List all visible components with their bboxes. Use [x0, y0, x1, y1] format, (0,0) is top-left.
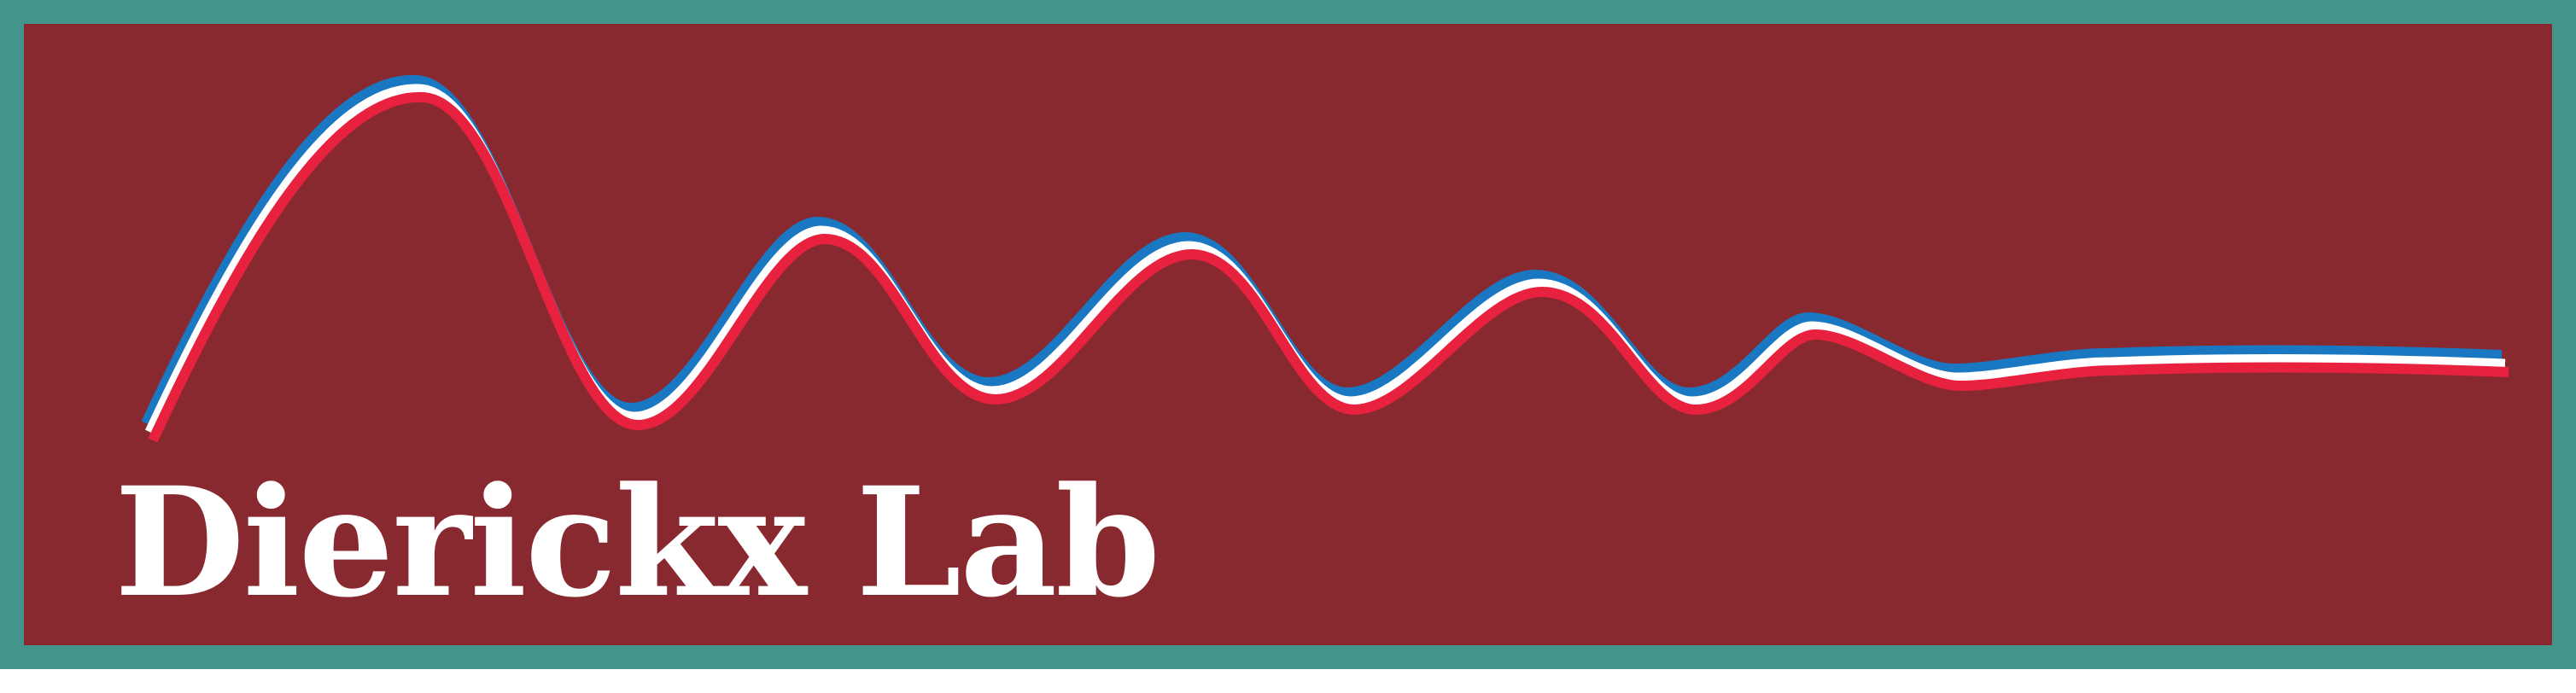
- lab-name-title: Dierickx Lab: [114, 454, 1160, 631]
- wave-graphic: [141, 74, 2509, 443]
- logo-banner: Dierickx Lab: [0, 0, 2576, 669]
- wave-line-white: [145, 84, 2506, 434]
- wave-line-red: [148, 91, 2509, 443]
